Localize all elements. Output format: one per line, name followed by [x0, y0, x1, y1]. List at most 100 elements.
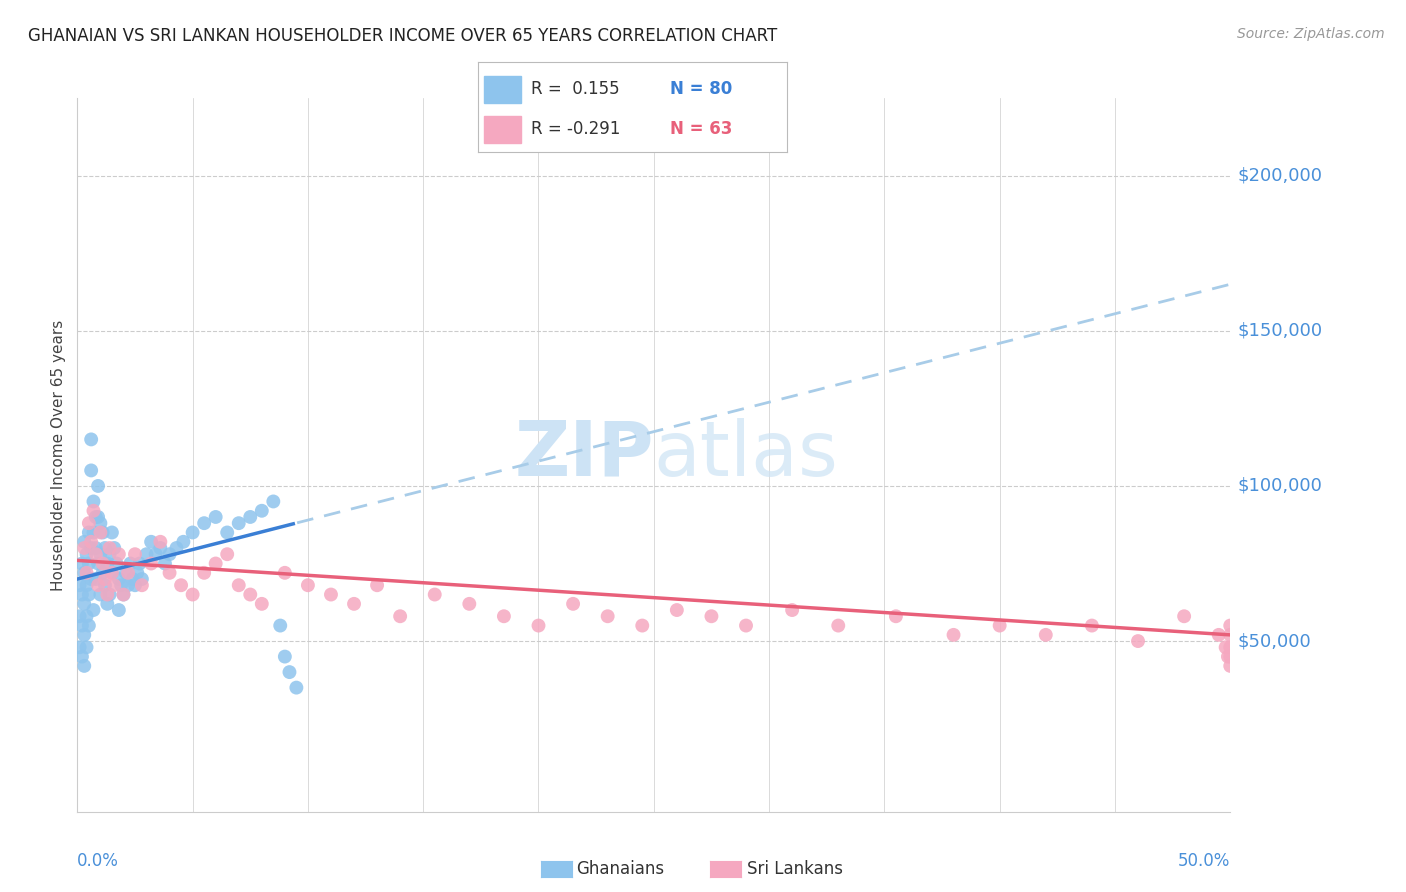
Point	[181, 525, 204, 540]
Point	[76, 578, 98, 592]
Point	[101, 525, 124, 540]
Point	[80, 534, 103, 549]
Point	[735, 618, 758, 632]
Point	[159, 566, 181, 580]
Point	[77, 525, 100, 540]
Point	[76, 566, 98, 580]
Point	[73, 534, 96, 549]
Point	[1219, 640, 1241, 655]
Point	[1219, 649, 1241, 664]
Point	[127, 566, 149, 580]
Point	[105, 557, 128, 571]
Point	[269, 618, 291, 632]
Point	[285, 681, 308, 695]
Point	[98, 547, 121, 561]
Point	[278, 665, 301, 679]
Point	[91, 525, 114, 540]
Text: atlas: atlas	[654, 418, 838, 491]
Point	[108, 547, 131, 561]
Point	[631, 618, 654, 632]
Point	[87, 578, 110, 592]
Point	[139, 534, 162, 549]
Point	[76, 547, 98, 561]
Point	[82, 525, 104, 540]
Point	[274, 649, 297, 664]
Point	[70, 557, 93, 571]
Point	[1215, 640, 1237, 655]
Text: $100,000: $100,000	[1237, 477, 1322, 495]
Point	[80, 433, 103, 447]
Point	[153, 557, 176, 571]
Point	[69, 609, 91, 624]
Point	[84, 510, 107, 524]
Point	[665, 603, 688, 617]
Text: Sri Lankans: Sri Lankans	[747, 860, 842, 878]
Point	[80, 463, 103, 477]
Point	[76, 609, 98, 624]
Point	[1173, 609, 1195, 624]
Point	[108, 603, 131, 617]
Point	[120, 557, 142, 571]
Point	[562, 597, 585, 611]
Text: Ghanaians: Ghanaians	[576, 860, 665, 878]
Point	[170, 578, 193, 592]
Point	[96, 597, 118, 611]
Bar	[484, 76, 522, 103]
Point	[89, 547, 111, 561]
Point	[149, 534, 172, 549]
Point	[239, 588, 262, 602]
Point	[94, 572, 117, 586]
Point	[228, 578, 250, 592]
Point	[159, 547, 181, 561]
Point	[262, 494, 284, 508]
Point	[98, 541, 121, 555]
Point	[1219, 618, 1241, 632]
Point	[89, 525, 111, 540]
Point	[70, 588, 93, 602]
Point	[135, 547, 157, 561]
Point	[69, 640, 91, 655]
Point	[149, 541, 172, 555]
Text: N = 63: N = 63	[669, 120, 733, 138]
Point	[128, 557, 150, 571]
Point	[96, 588, 118, 602]
Point	[124, 547, 146, 561]
Point	[91, 557, 114, 571]
Point	[942, 628, 965, 642]
Point	[96, 557, 118, 571]
Point	[108, 572, 131, 586]
Point	[77, 618, 100, 632]
Point	[1035, 628, 1057, 642]
Point	[492, 609, 515, 624]
Point	[1219, 659, 1241, 673]
Point	[239, 510, 262, 524]
Point	[82, 603, 104, 617]
Point	[73, 566, 96, 580]
Text: $150,000: $150,000	[1237, 322, 1323, 340]
Point	[204, 557, 226, 571]
Point	[193, 566, 215, 580]
Text: R = -0.291: R = -0.291	[530, 120, 620, 138]
Point	[139, 557, 162, 571]
Point	[103, 541, 125, 555]
Point	[1216, 649, 1239, 664]
Text: $50,000: $50,000	[1237, 632, 1310, 650]
Point	[527, 618, 550, 632]
Point	[181, 588, 204, 602]
Text: N = 80: N = 80	[669, 80, 733, 98]
Point	[145, 547, 167, 561]
Point	[101, 566, 124, 580]
Point	[73, 597, 96, 611]
Point	[84, 547, 107, 561]
Point	[112, 588, 135, 602]
Point	[110, 578, 132, 592]
Point	[89, 516, 111, 531]
Point	[77, 557, 100, 571]
Point	[780, 603, 803, 617]
Point	[700, 609, 723, 624]
Point	[73, 628, 96, 642]
Point	[70, 618, 93, 632]
Point	[77, 516, 100, 531]
Point	[82, 504, 104, 518]
Point	[884, 609, 907, 624]
